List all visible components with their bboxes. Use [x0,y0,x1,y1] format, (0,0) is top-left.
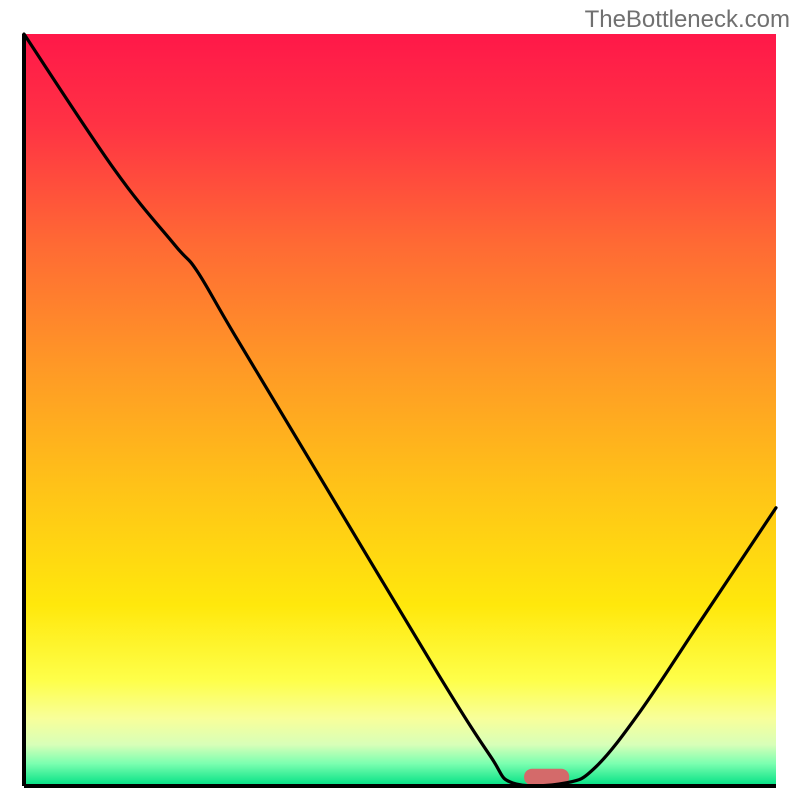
watermark-label: TheBottleneck.com [585,6,790,34]
chart-svg [0,0,800,800]
plot-background [24,34,776,786]
bottleneck-chart [0,0,800,800]
